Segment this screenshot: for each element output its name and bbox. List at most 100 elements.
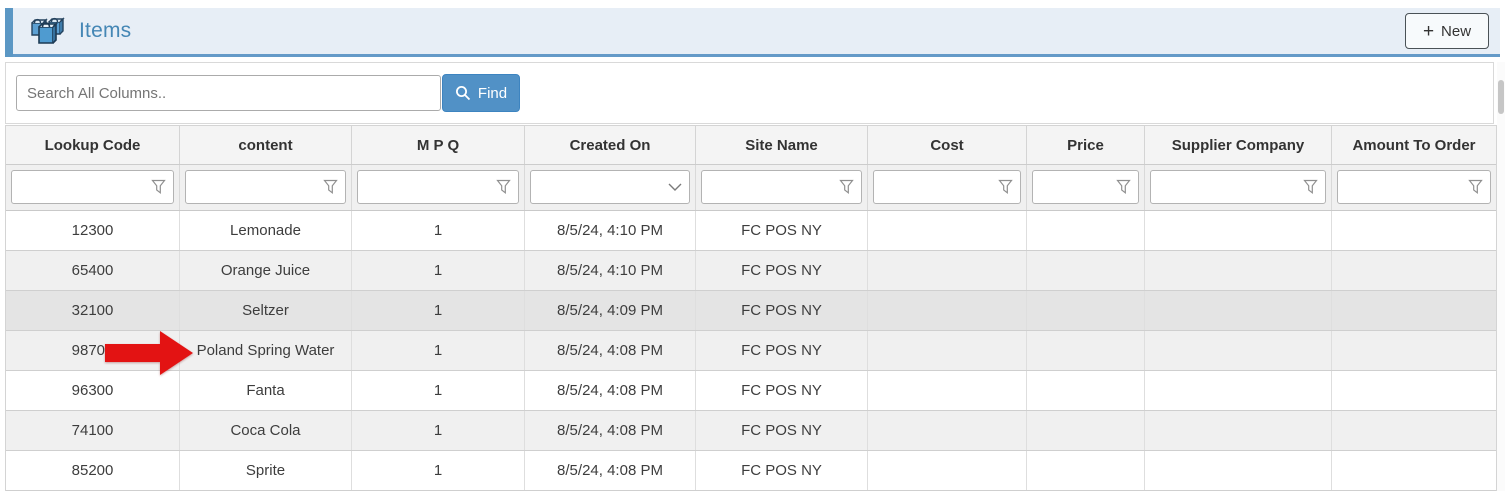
cell-supplier-company bbox=[1144, 411, 1331, 450]
column-header-amount-to-order[interactable]: Amount To Order bbox=[1331, 126, 1496, 164]
cell-created-on: 8/5/24, 4:10 PM bbox=[524, 211, 695, 250]
column-header-site-name[interactable]: Site Name bbox=[695, 126, 867, 164]
cell-price bbox=[1026, 331, 1144, 370]
cell-created-on: 8/5/24, 4:08 PM bbox=[524, 371, 695, 410]
cell-lookup-code: 65400 bbox=[71, 262, 114, 279]
vertical-scrollbar[interactable] bbox=[1497, 62, 1505, 491]
find-button-label: Find bbox=[477, 84, 508, 102]
table-row-sprite[interactable]: 85200 Sprite 1 8/5/24, 4:08 PM FC POS NY bbox=[6, 451, 1496, 491]
cell-lookup-code: 32100 bbox=[71, 302, 114, 319]
cell-content: Sprite bbox=[179, 451, 351, 490]
filter-box-lookup-code bbox=[11, 170, 174, 204]
filter-box-amount-to-order bbox=[1337, 170, 1491, 204]
filter-cell-price bbox=[1026, 165, 1144, 210]
cell-cost bbox=[867, 211, 1026, 250]
filter-cell-amount-to-order bbox=[1331, 165, 1496, 210]
search-toolbar: Find bbox=[5, 62, 1494, 124]
find-button[interactable]: Find bbox=[442, 74, 520, 112]
cell-amount-to-order bbox=[1331, 291, 1496, 330]
column-header-supplier-company[interactable]: Supplier Company bbox=[1144, 126, 1331, 164]
page-header: Items + New bbox=[5, 8, 1500, 57]
cell-price bbox=[1026, 211, 1144, 250]
cell-m-p-q: 1 bbox=[351, 211, 524, 250]
cell-content: Seltzer bbox=[179, 291, 351, 330]
table-row-fanta[interactable]: 96300 Fanta 1 8/5/24, 4:08 PM FC POS NY bbox=[6, 371, 1496, 411]
search-all-columns-input[interactable] bbox=[16, 75, 441, 111]
table-row-lemonade[interactable]: 12300 Lemonade 1 8/5/24, 4:10 PM FC POS NY bbox=[6, 211, 1496, 251]
filter-input-content[interactable] bbox=[186, 171, 345, 203]
plus-icon: + bbox=[1422, 20, 1435, 42]
cell-cost bbox=[867, 251, 1026, 290]
cell-content: Orange Juice bbox=[179, 251, 351, 290]
cell-cost bbox=[867, 411, 1026, 450]
column-header-price[interactable]: Price bbox=[1026, 126, 1144, 164]
filter-cell-site-name bbox=[695, 165, 867, 210]
scrollbar-thumb[interactable] bbox=[1498, 80, 1504, 114]
funnel-filter-icon[interactable] bbox=[496, 179, 511, 195]
filter-row bbox=[6, 165, 1496, 211]
cell-created-on: 8/5/24, 4:08 PM bbox=[524, 331, 695, 370]
table-row-seltzer[interactable]: 32100 Seltzer 1 8/5/24, 4:09 PM FC POS NY bbox=[6, 291, 1496, 331]
cell-created-on: 8/5/24, 4:09 PM bbox=[524, 291, 695, 330]
cell-content: Coca Cola bbox=[179, 411, 351, 450]
filter-box-cost bbox=[873, 170, 1021, 204]
cell-supplier-company bbox=[1144, 451, 1331, 490]
cell-amount-to-order bbox=[1331, 371, 1496, 410]
filter-input-cost[interactable] bbox=[874, 171, 1020, 203]
filter-box-content bbox=[185, 170, 346, 204]
column-header-content[interactable]: content bbox=[179, 126, 351, 164]
cell-site-name: FC POS NY bbox=[695, 331, 867, 370]
column-header-lookup-code[interactable]: Lookup Code bbox=[44, 136, 141, 154]
cell-price bbox=[1026, 371, 1144, 410]
filter-box-site-name bbox=[701, 170, 862, 204]
cell-supplier-company bbox=[1144, 291, 1331, 330]
funnel-filter-icon[interactable] bbox=[1468, 179, 1483, 195]
table-row-orange-juice[interactable]: 65400 Orange Juice 1 8/5/24, 4:10 PM FC POS … bbox=[6, 251, 1496, 291]
cell-created-on: 8/5/24, 4:08 PM bbox=[524, 451, 695, 490]
cell-m-p-q: 1 bbox=[351, 451, 524, 490]
cell-price bbox=[1026, 251, 1144, 290]
cell-lookup-code: 98700 bbox=[71, 342, 114, 359]
shopping-bags-icon bbox=[29, 13, 65, 50]
table-row-poland-spring-water[interactable]: 98700 Poland Spring Water 1 8/5/24, 4:08 PM… bbox=[6, 331, 1496, 371]
cell-cost bbox=[867, 291, 1026, 330]
filter-input-site-name[interactable] bbox=[702, 171, 861, 203]
filter-input-created-on[interactable] bbox=[531, 171, 689, 203]
filter-input-m-p-q[interactable] bbox=[358, 171, 518, 203]
cell-supplier-company bbox=[1144, 211, 1331, 250]
funnel-filter-icon[interactable] bbox=[1303, 179, 1318, 195]
chevron-down-icon[interactable] bbox=[668, 183, 682, 192]
filter-input-supplier-company[interactable] bbox=[1151, 171, 1325, 203]
cell-m-p-q: 1 bbox=[351, 371, 524, 410]
filter-input-amount-to-order[interactable] bbox=[1338, 171, 1490, 203]
cell-m-p-q: 1 bbox=[351, 331, 524, 370]
funnel-filter-icon[interactable] bbox=[839, 179, 854, 195]
funnel-filter-icon[interactable] bbox=[323, 179, 338, 195]
filter-cell-created-on bbox=[524, 165, 695, 210]
column-header-row: Lookup Code content M P Q Created On Site Na… bbox=[6, 125, 1496, 165]
cell-site-name: FC POS NY bbox=[695, 371, 867, 410]
column-header-m-p-q[interactable]: M P Q bbox=[351, 126, 524, 164]
cell-lookup-code: 96300 bbox=[71, 382, 114, 399]
column-header-cost[interactable]: Cost bbox=[867, 126, 1026, 164]
funnel-filter-icon[interactable] bbox=[998, 179, 1013, 195]
cell-amount-to-order bbox=[1331, 411, 1496, 450]
funnel-filter-icon[interactable] bbox=[151, 179, 166, 195]
filter-cell-supplier-company bbox=[1144, 165, 1331, 210]
cell-content: Poland Spring Water bbox=[179, 331, 351, 370]
filter-input-price[interactable] bbox=[1033, 171, 1138, 203]
funnel-filter-icon[interactable] bbox=[1116, 179, 1131, 195]
filter-box-created-on bbox=[530, 170, 690, 204]
column-header-created-on[interactable]: Created On bbox=[524, 126, 695, 164]
filter-input-lookup-code[interactable] bbox=[12, 171, 173, 203]
table-row-coca-cola[interactable]: 74100 Coca Cola 1 8/5/24, 4:08 PM FC POS NY bbox=[6, 411, 1496, 451]
new-button[interactable]: + New bbox=[1405, 13, 1489, 49]
cell-created-on: 8/5/24, 4:10 PM bbox=[524, 251, 695, 290]
cell-amount-to-order bbox=[1331, 451, 1496, 490]
cell-content: Fanta bbox=[179, 371, 351, 410]
cell-site-name: FC POS NY bbox=[695, 291, 867, 330]
cell-site-name: FC POS NY bbox=[695, 451, 867, 490]
cell-amount-to-order bbox=[1331, 251, 1496, 290]
filter-cell-m-p-q bbox=[351, 165, 524, 210]
